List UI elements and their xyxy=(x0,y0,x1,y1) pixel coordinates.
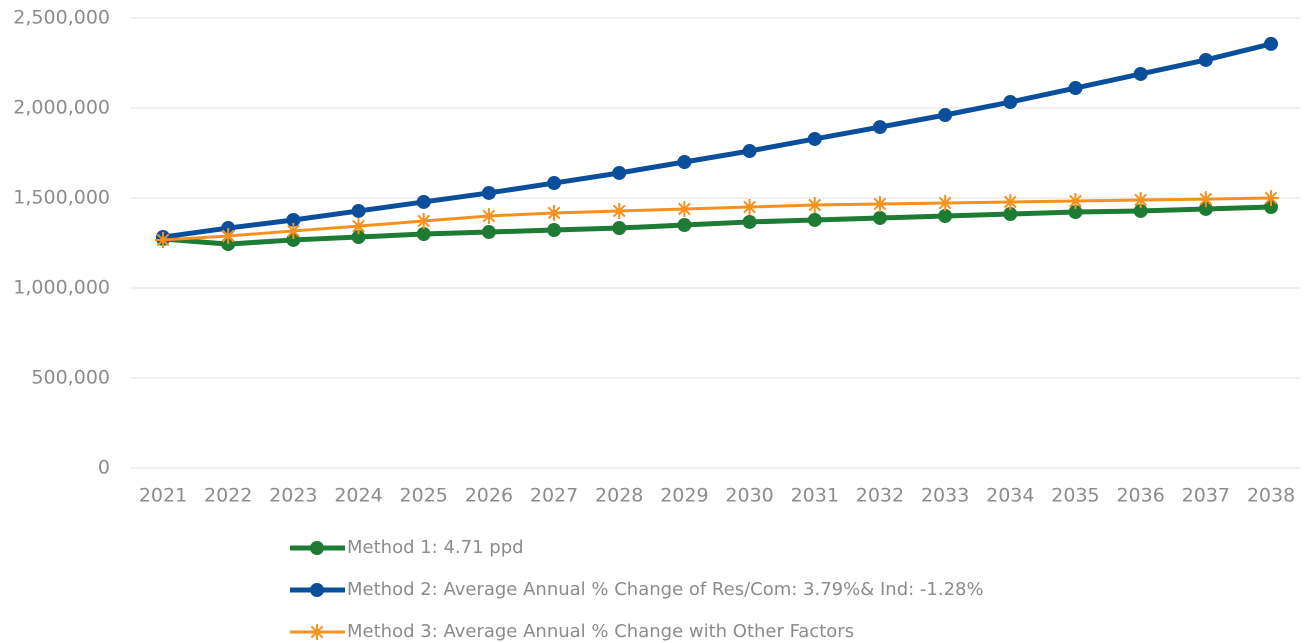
data-point xyxy=(871,195,888,212)
data-point xyxy=(1003,207,1018,222)
legend-marker xyxy=(310,583,324,597)
x-tick-label: 2025 xyxy=(400,485,448,507)
data-point xyxy=(1003,95,1018,110)
data-point xyxy=(612,165,627,180)
legend-label: Method 3: Average Annual % Change with O… xyxy=(347,621,854,642)
legend-marker xyxy=(310,541,324,555)
data-point xyxy=(1133,66,1148,81)
data-point xyxy=(416,194,431,209)
data-point xyxy=(350,218,367,235)
data-point xyxy=(1197,191,1214,208)
data-point xyxy=(481,225,496,240)
data-point xyxy=(1264,200,1278,214)
x-tick-label: 2035 xyxy=(1051,485,1099,507)
x-tick-label: 2029 xyxy=(660,485,708,507)
x-tick-label: 2027 xyxy=(530,485,578,507)
data-point xyxy=(546,204,563,221)
data-point xyxy=(677,218,692,232)
data-point xyxy=(742,214,757,229)
data-point xyxy=(1068,205,1083,220)
data-point xyxy=(220,227,237,244)
data-point xyxy=(872,120,887,135)
data-point xyxy=(547,176,562,191)
x-tick-label: 2032 xyxy=(856,485,904,507)
data-point xyxy=(807,212,822,227)
y-tick-label: 1,500,000 xyxy=(13,187,110,209)
data-point xyxy=(351,230,366,245)
data-point xyxy=(1263,190,1279,206)
x-tick-label: 2022 xyxy=(204,485,252,507)
data-point xyxy=(677,155,692,169)
x-tick-label: 2033 xyxy=(921,485,969,507)
x-tick-label: 2031 xyxy=(791,485,839,507)
data-point xyxy=(415,213,432,230)
x-tick-label: 2023 xyxy=(269,485,317,507)
legend-marker xyxy=(309,624,325,640)
data-point xyxy=(1133,203,1148,218)
data-point xyxy=(872,210,887,225)
data-point xyxy=(806,197,823,214)
legend-label: Method 1: 4.71 ppd xyxy=(347,537,524,558)
series-line xyxy=(162,196,1272,242)
y-tick-label: 500,000 xyxy=(31,367,110,389)
data-point xyxy=(742,144,757,159)
data-point xyxy=(807,131,822,146)
series-line xyxy=(162,204,1272,247)
data-point xyxy=(480,208,497,224)
data-point xyxy=(285,222,302,239)
x-tick-label: 2030 xyxy=(725,485,773,507)
data-point xyxy=(938,209,953,223)
data-point xyxy=(481,185,496,200)
data-point xyxy=(286,212,301,227)
x-tick-label: 2026 xyxy=(465,485,513,507)
data-point xyxy=(155,231,171,248)
data-point xyxy=(1002,193,1019,210)
data-point xyxy=(1132,191,1149,208)
data-point xyxy=(351,203,366,218)
data-point xyxy=(937,195,954,212)
data-point xyxy=(1198,201,1213,216)
data-point xyxy=(676,200,693,217)
y-tick-label: 1,000,000 xyxy=(13,277,110,299)
data-point xyxy=(611,202,628,219)
data-point xyxy=(1198,52,1213,67)
y-tick-label: 2,000,000 xyxy=(13,97,110,119)
y-tick-label: 0 xyxy=(98,457,110,479)
data-point xyxy=(416,227,431,241)
data-point xyxy=(741,199,758,215)
data-point xyxy=(612,221,627,236)
data-point xyxy=(1068,81,1083,96)
x-tick-label: 2037 xyxy=(1182,485,1230,507)
x-tick-label: 2038 xyxy=(1247,485,1295,507)
data-point xyxy=(286,232,301,247)
x-tick-label: 2036 xyxy=(1116,485,1164,507)
legend-label: Method 2: Average Annual % Change of Res… xyxy=(347,579,984,600)
x-tick-label: 2028 xyxy=(595,485,643,507)
data-point xyxy=(547,223,562,238)
x-tick-label: 2034 xyxy=(986,485,1034,507)
x-tick-label: 2021 xyxy=(139,485,187,507)
x-tick-label: 2024 xyxy=(334,485,382,507)
series-line xyxy=(162,41,1272,240)
data-point xyxy=(1264,36,1278,51)
data-point xyxy=(938,108,953,123)
y-tick-label: 2,500,000 xyxy=(13,7,110,29)
data-point xyxy=(1067,193,1084,210)
